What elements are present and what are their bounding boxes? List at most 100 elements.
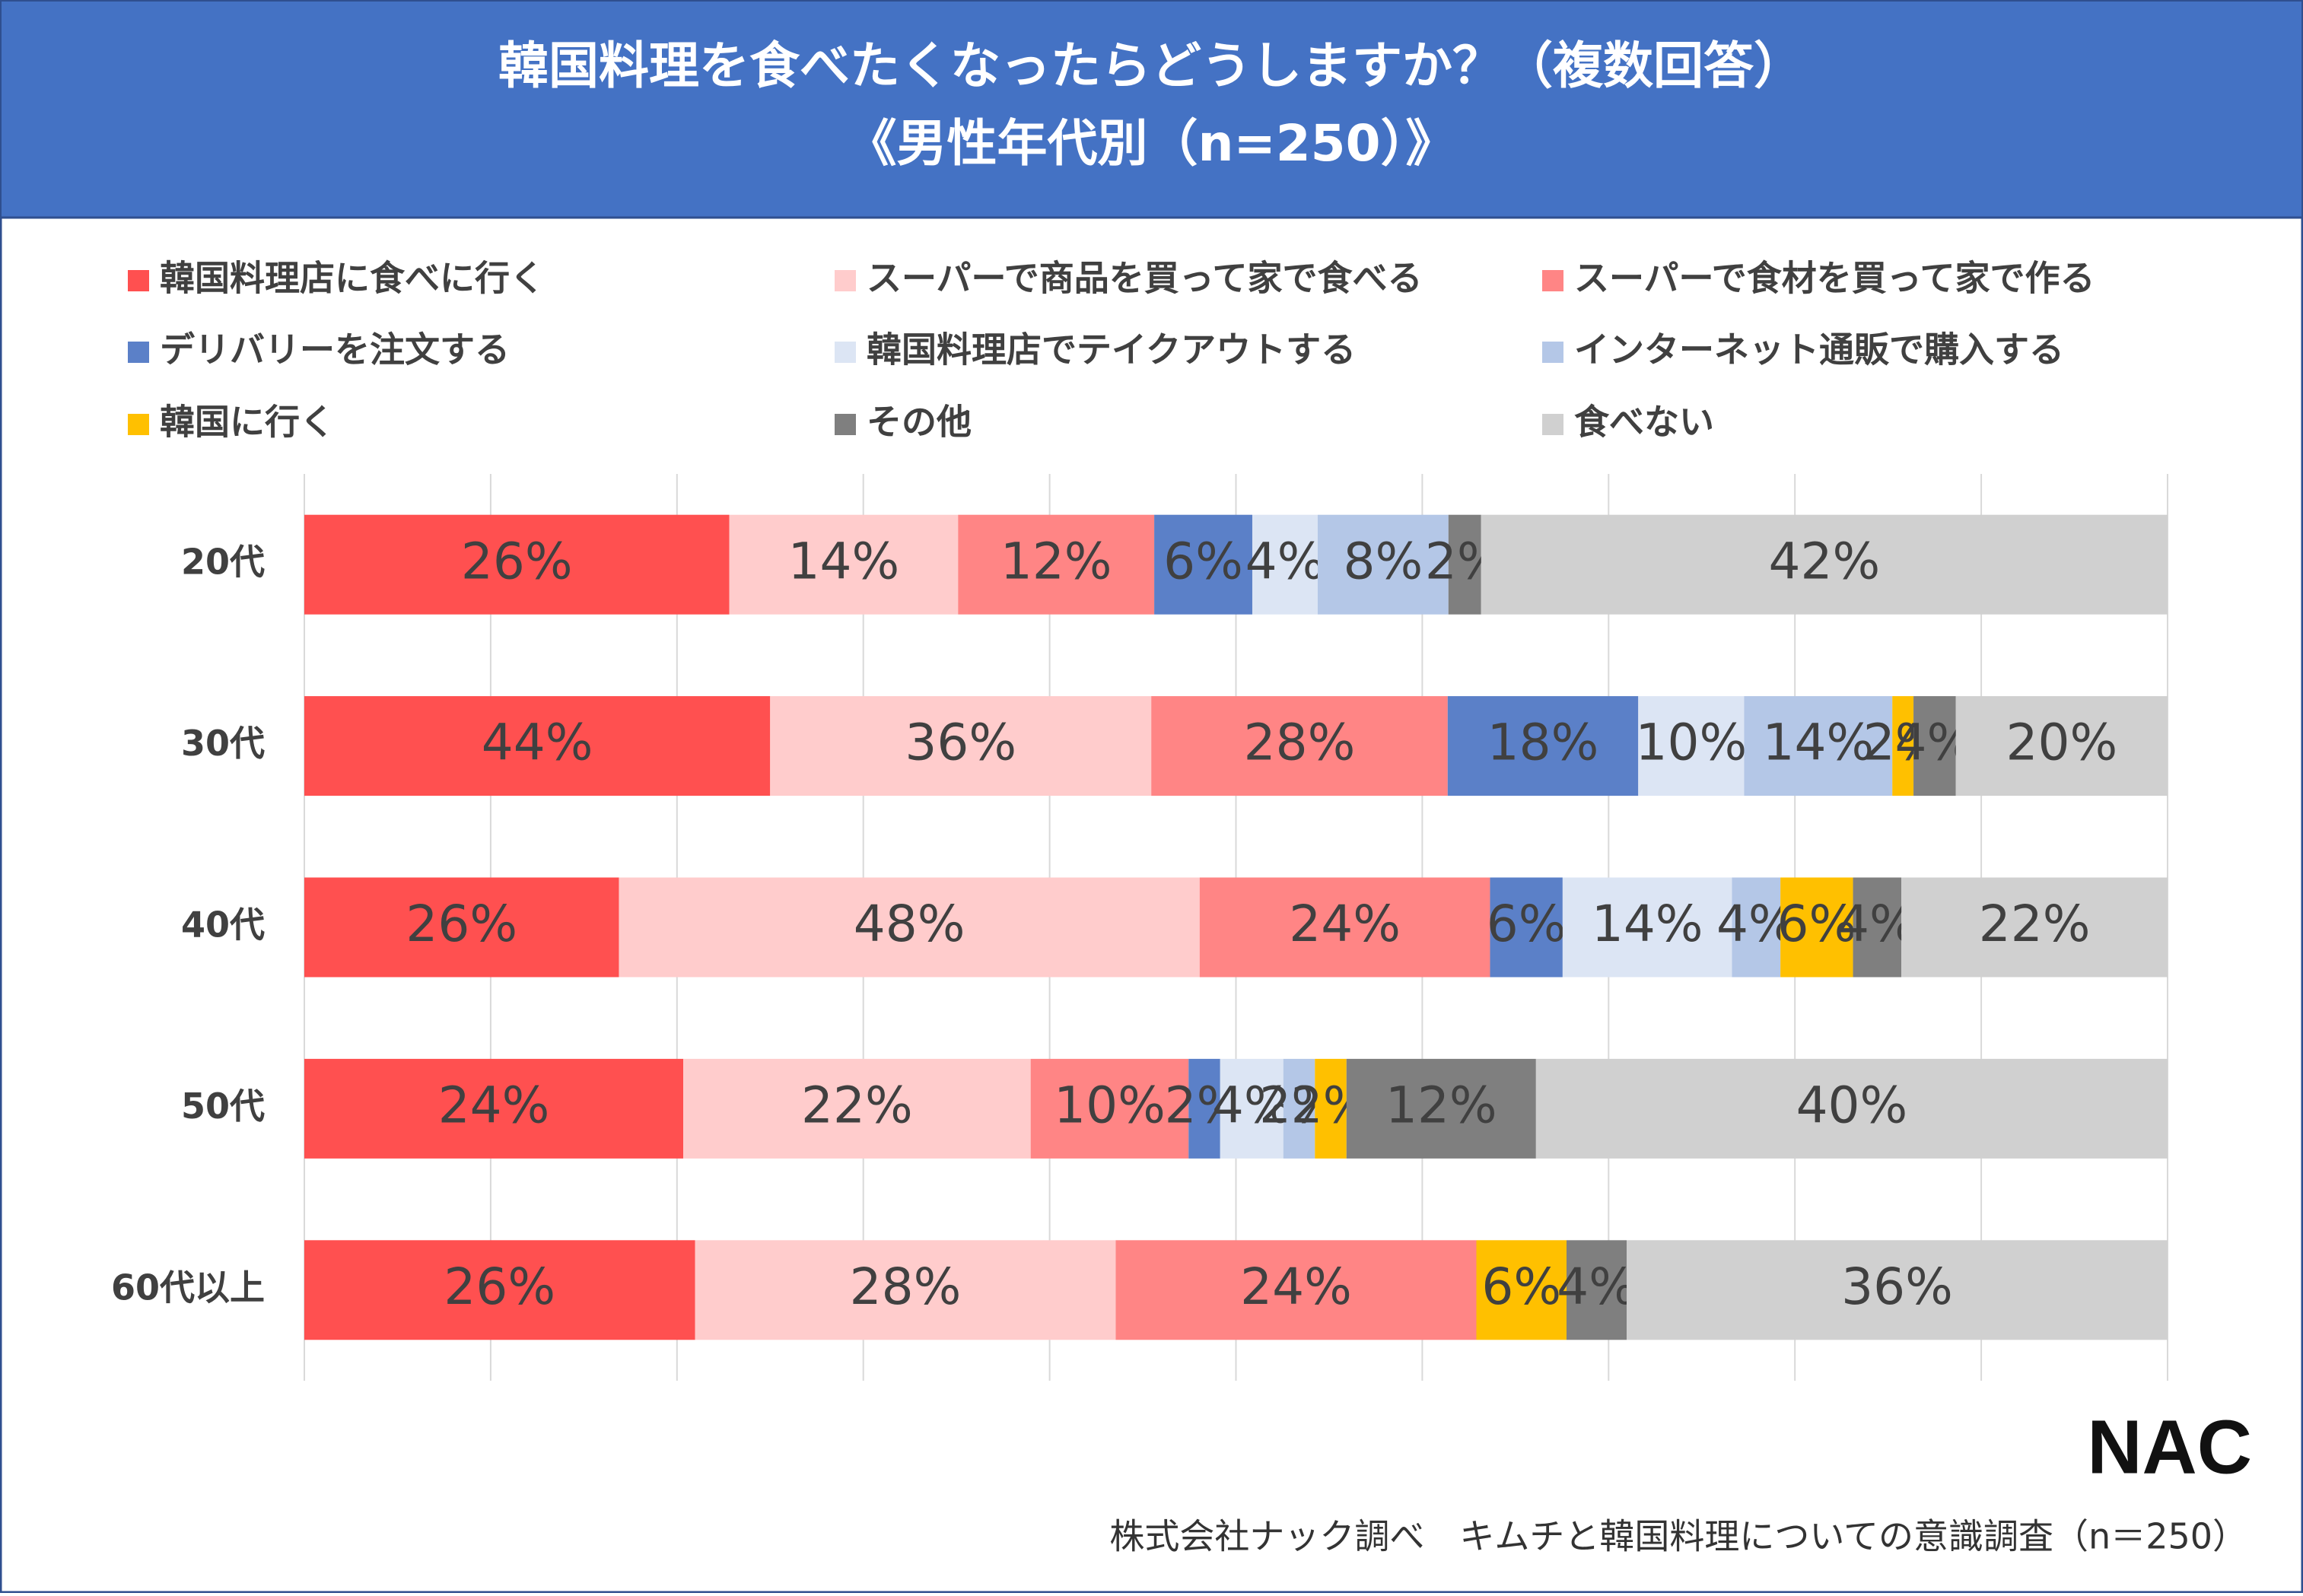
legend-label: 食べない: [1574, 402, 1714, 443]
value-label: 10%: [1054, 1076, 1166, 1134]
bar-segment: [1220, 1058, 1284, 1159]
value-label: 36%: [905, 714, 1016, 772]
bar-segment: [1481, 514, 2168, 615]
value-label: 26%: [444, 1257, 555, 1316]
value-label: 14%: [1762, 714, 1874, 772]
bar-segment: [1901, 877, 2168, 978]
value-label: 6%: [1163, 532, 1243, 590]
value-label: 6%: [1777, 895, 1856, 953]
value-label: 12%: [1000, 532, 1112, 590]
bar-segment: [1315, 1058, 1347, 1159]
bar-segment: [304, 696, 771, 796]
bar-segment: [1283, 1058, 1315, 1159]
bar-segment: [770, 696, 1152, 796]
bar-segment: [1030, 1058, 1189, 1159]
bar-segment: [958, 514, 1155, 615]
legend-swatch: [128, 414, 149, 435]
value-label: 48%: [854, 895, 965, 953]
legend-swatch: [1542, 414, 1563, 435]
y-tick-label: 60代以上: [111, 1267, 265, 1308]
value-label: 36%: [1841, 1257, 1953, 1316]
bar-segment: [1732, 877, 1781, 978]
bar-segment: [1252, 514, 1318, 615]
value-label: 4%: [1212, 1076, 1292, 1134]
legend-label: インターネット通販で購入する: [1574, 329, 2064, 370]
value-label: 8%: [1343, 532, 1423, 590]
value-label: 22%: [801, 1076, 913, 1134]
value-label: 28%: [850, 1257, 962, 1316]
value-label: 26%: [461, 532, 573, 590]
legend-swatch: [1542, 270, 1563, 291]
y-tick-label: 20代: [181, 542, 265, 583]
value-label: 42%: [1769, 532, 1881, 590]
bar-segment: [1955, 696, 2168, 796]
y-tick-label: 40代: [181, 905, 265, 946]
bar-segment: [729, 514, 959, 615]
value-label: 4%: [1557, 1257, 1637, 1316]
legend-label: 韓国料理店に食べに行く: [160, 258, 545, 299]
legend-label: 韓国に行く: [160, 402, 335, 443]
legend-swatch: [128, 270, 149, 291]
value-label: 26%: [406, 895, 517, 953]
bar-segment: [619, 877, 1200, 978]
bar-segment: [304, 514, 730, 615]
bar-segment: [695, 1240, 1116, 1340]
bar-segment: [1448, 514, 1481, 615]
source-note: 株式会社ナック調べ キムチと韓国料理についての意識調査（n＝250）: [1109, 1516, 2247, 1557]
bar-segment: [1317, 514, 1449, 615]
bar-segment: [1490, 877, 1563, 978]
bar-segment: [683, 1058, 1031, 1159]
header-band: [2, 2, 2301, 218]
y-tick-label: 30代: [181, 723, 265, 764]
bar-segment: [1447, 696, 1639, 796]
value-label: 10%: [1635, 714, 1747, 772]
bar-segment: [1151, 696, 1448, 796]
bar-segment: [1346, 1058, 1536, 1159]
value-label: 40%: [1796, 1076, 1908, 1134]
value-label: 4%: [1245, 532, 1325, 590]
bar-segment: [304, 877, 619, 978]
chart-subtitle: 《男性年代別（n=250）》: [846, 114, 1455, 173]
value-label: 14%: [1592, 895, 1703, 953]
legend-label: スーパーで商品を買って家で食べる: [867, 258, 1422, 299]
bar-segment: [1115, 1240, 1477, 1340]
value-label: 22%: [1979, 895, 2091, 953]
bar-segment: [1476, 1240, 1567, 1340]
value-label: 14%: [788, 532, 900, 590]
bar-segment: [1892, 696, 1914, 796]
legend-swatch: [835, 270, 856, 291]
bar-segment: [304, 1058, 684, 1159]
value-label: 44%: [482, 714, 593, 772]
bar-segment: [1562, 877, 1732, 978]
bar-segment: [1188, 1058, 1220, 1159]
chart-title: 韓国料理を食べたくなったらどうしますか？（複数回答）: [498, 37, 1804, 95]
bar-segment: [1913, 696, 1956, 796]
logo: NAC: [2087, 1404, 2252, 1489]
value-label: 24%: [1240, 1257, 1352, 1316]
legend-label: その他: [867, 402, 972, 443]
value-label: 6%: [1481, 1257, 1561, 1316]
legend-label: デリバリーを注文する: [160, 329, 510, 370]
bar-segment: [1744, 696, 1893, 796]
bar-segment: [1535, 1058, 2168, 1159]
legend-swatch: [835, 342, 856, 363]
legend-label: スーパーで食材を買って家で作る: [1574, 258, 2095, 299]
value-label: 28%: [1244, 714, 1356, 772]
value-label: 24%: [1289, 895, 1401, 953]
legend-swatch: [128, 342, 149, 363]
legend-swatch: [835, 414, 856, 435]
bar-segment: [1853, 877, 1902, 978]
bar-segment: [1780, 877, 1853, 978]
bar-segment: [1199, 877, 1490, 978]
legend-label: 韓国料理店でテイクアウトする: [867, 329, 1356, 370]
value-label: 24%: [438, 1076, 550, 1134]
value-label: 12%: [1385, 1076, 1497, 1134]
value-label: 18%: [1487, 714, 1599, 772]
bar-segment: [304, 1240, 695, 1340]
value-label: 6%: [1487, 895, 1567, 953]
y-tick-label: 50代: [181, 1086, 265, 1127]
value-label: 20%: [2006, 714, 2118, 772]
legend-swatch: [1542, 342, 1563, 363]
